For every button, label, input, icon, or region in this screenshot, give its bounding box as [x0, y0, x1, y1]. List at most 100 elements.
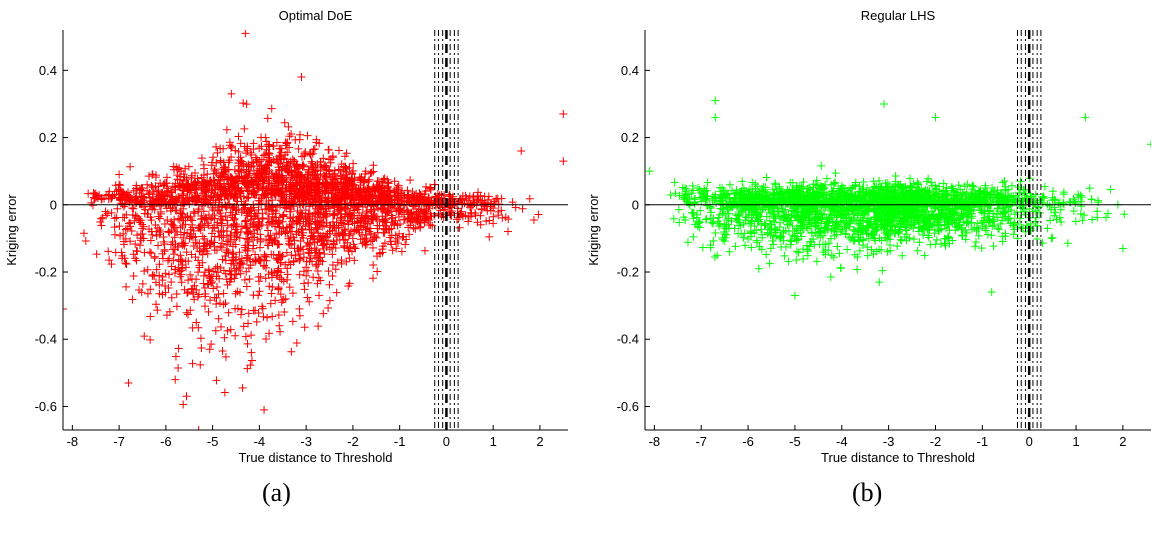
data-point — [260, 189, 269, 198]
data-point — [265, 282, 274, 291]
data-point — [337, 218, 346, 227]
data-point — [146, 335, 155, 344]
data-point — [283, 270, 292, 279]
data-point — [135, 185, 144, 194]
data-point — [342, 149, 351, 158]
data-point — [204, 188, 213, 197]
data-point — [194, 323, 203, 332]
data-point — [312, 179, 321, 188]
data-point — [190, 178, 199, 187]
data-point — [301, 175, 310, 184]
data-point — [264, 172, 273, 181]
data-point — [207, 340, 216, 349]
data-point — [147, 181, 156, 190]
data-point — [855, 246, 864, 255]
data-point — [138, 220, 147, 229]
data-point — [211, 326, 220, 335]
data-point — [260, 177, 269, 186]
data-point — [492, 195, 501, 204]
data-point — [237, 310, 246, 319]
data-point — [399, 232, 408, 241]
data-point — [302, 188, 311, 197]
data-point — [418, 197, 427, 206]
data-point — [171, 245, 180, 254]
data-point — [340, 241, 349, 250]
data-point — [970, 201, 979, 210]
data-point — [987, 231, 996, 240]
data-point — [167, 277, 176, 286]
data-point — [174, 214, 183, 223]
data-point — [150, 272, 159, 281]
data-point — [242, 149, 251, 158]
data-point — [1045, 201, 1054, 210]
data-point — [812, 176, 821, 185]
data-point — [405, 230, 414, 239]
data-point — [177, 181, 186, 190]
data-point — [341, 184, 350, 193]
data-point — [151, 220, 160, 229]
data-point — [385, 207, 394, 216]
data-point — [221, 299, 230, 308]
data-point — [131, 239, 140, 248]
data-point — [187, 285, 196, 294]
data-point — [150, 252, 159, 261]
data-point — [1000, 177, 1009, 186]
data-point — [124, 378, 133, 387]
data-point — [331, 191, 340, 200]
data-point — [214, 290, 223, 299]
data-point — [122, 282, 131, 291]
data-point — [183, 289, 192, 298]
x-tick-label: 2 — [536, 434, 543, 449]
data-point — [314, 192, 323, 201]
data-point — [163, 215, 172, 224]
data-point — [1055, 213, 1064, 222]
data-point — [254, 308, 263, 317]
data-point — [187, 250, 196, 259]
data-point — [309, 172, 318, 181]
data-point — [281, 294, 290, 303]
data-point — [241, 332, 250, 341]
data-point — [948, 236, 957, 245]
data-point — [428, 221, 437, 230]
data-point — [198, 232, 207, 241]
data-point — [688, 209, 697, 218]
data-point — [403, 190, 412, 199]
data-point — [178, 241, 187, 250]
data-point — [741, 241, 750, 250]
data-point — [257, 133, 266, 142]
data-point — [406, 176, 415, 185]
data-point — [239, 322, 248, 331]
data-point — [1120, 210, 1129, 219]
data-point — [344, 231, 353, 240]
data-point — [861, 207, 870, 216]
data-point — [304, 266, 313, 275]
data-point — [258, 302, 267, 311]
data-point — [250, 222, 259, 231]
data-point — [766, 220, 775, 229]
data-point — [282, 223, 291, 232]
data-point — [284, 234, 293, 243]
data-point — [267, 289, 276, 298]
data-point — [452, 215, 461, 224]
data-point — [116, 195, 125, 204]
data-point — [927, 207, 936, 216]
data-point — [265, 149, 274, 158]
data-point — [325, 204, 334, 213]
data-point — [143, 265, 152, 274]
data-point — [291, 178, 300, 187]
data-point — [295, 270, 304, 279]
data-point — [1007, 181, 1016, 190]
data-point — [208, 205, 217, 214]
data-point — [136, 241, 145, 250]
data-point — [369, 161, 378, 170]
data-point — [310, 145, 319, 154]
data-point — [859, 178, 868, 187]
data-point — [146, 312, 155, 321]
data-point — [473, 218, 482, 227]
data-point — [209, 267, 218, 276]
data-point — [228, 213, 237, 222]
data-point — [797, 183, 806, 192]
data-point — [330, 222, 339, 231]
data-point — [249, 291, 258, 300]
data-point — [185, 234, 194, 243]
